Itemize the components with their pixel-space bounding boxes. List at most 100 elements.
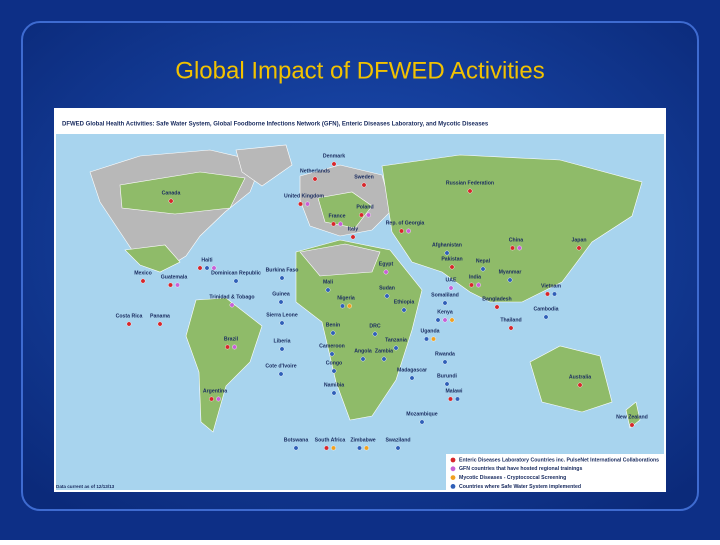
country-label: France: [328, 213, 345, 219]
country-dot: [360, 356, 366, 362]
country-dot: [279, 346, 285, 352]
country-label: UAE: [446, 277, 457, 283]
country-dot: [331, 445, 336, 451]
country-dot: [442, 300, 448, 306]
australia: [529, 345, 613, 413]
country-label: New Zealand: [616, 414, 648, 420]
country-dot: [383, 269, 389, 275]
country-label: Burkina Faso: [266, 267, 299, 273]
legend-dot: [450, 457, 456, 463]
country-dot: [399, 228, 404, 234]
country-dot: [449, 264, 455, 270]
new-zealand: [625, 401, 641, 429]
country-dot: [467, 188, 473, 194]
country-dot: [510, 245, 515, 251]
asia: [381, 154, 643, 303]
country-label: Russian Federation: [446, 180, 494, 186]
country-label: Guinea: [272, 291, 290, 297]
country-label: Cambodia: [533, 306, 558, 312]
country-label: Burundi: [437, 373, 457, 379]
country-label: Vietnam: [541, 283, 561, 289]
country-dot: [330, 330, 336, 336]
country-label: Madagascar: [397, 367, 427, 373]
country-label: Italy: [348, 226, 358, 232]
canada: [119, 171, 246, 215]
country-label: Namibia: [324, 382, 344, 388]
country-dot: [140, 278, 146, 284]
country-dot: [576, 245, 582, 251]
country-dot: [517, 245, 522, 251]
country-label: Congo: [326, 360, 342, 366]
country-dot: [232, 344, 237, 350]
legend-label: GFN countries that have hosted regional …: [459, 466, 582, 472]
country-label: Japan: [572, 237, 587, 243]
country-label: Ethiopia: [394, 299, 415, 305]
country-dot: [225, 344, 230, 350]
country-label: India: [469, 274, 481, 280]
country-dot: [175, 282, 180, 288]
country-dot: [449, 317, 455, 323]
country-dot: [507, 277, 513, 283]
footnote: Data current as of 12/13/13: [56, 484, 115, 489]
country-dot: [209, 396, 214, 402]
country-dot: [204, 265, 210, 271]
country-dot: [366, 212, 371, 218]
country-dot: [359, 212, 364, 218]
slide-title: Global Impact of DFWED Activities: [175, 57, 544, 84]
country-dot: [494, 304, 500, 310]
south-america: [185, 297, 263, 433]
country-dot: [401, 307, 407, 313]
country-dot: [577, 382, 583, 388]
country-dot: [543, 314, 549, 320]
country-label: Afghanistan: [432, 242, 462, 248]
europe-program: [317, 191, 373, 229]
country-dot: [442, 359, 448, 365]
country-label: Costa Rica: [116, 313, 143, 319]
country-dot: [448, 285, 454, 291]
country-label: Dominican Republic: [211, 270, 261, 276]
legend-dot: [450, 484, 456, 489]
country-label: Argentina: [203, 388, 227, 394]
country-dot: [279, 320, 285, 326]
country-label: Brazil: [224, 336, 239, 342]
country-dot: [338, 221, 343, 227]
country-label: Nepal: [476, 258, 491, 264]
country-label: Liberia: [273, 338, 290, 344]
country-label: Pakistan: [441, 256, 462, 262]
country-label: Canada: [162, 190, 181, 196]
country-dot: [298, 201, 303, 207]
country-label: Sudan: [379, 285, 395, 291]
africa: [295, 239, 423, 421]
country-dot: [406, 228, 411, 234]
country-dot: [331, 390, 337, 396]
country-label: Mozambique: [406, 411, 438, 417]
country-label: United Kingdom: [284, 193, 324, 199]
country-dot: [395, 445, 401, 451]
country-dot: [442, 317, 448, 323]
country-dot: [126, 321, 132, 327]
north-africa: [299, 243, 381, 277]
country-dot: [197, 265, 203, 271]
country-label: Kenya: [437, 309, 453, 315]
country-dot: [168, 198, 174, 204]
country-dot: [293, 445, 299, 451]
country-dot: [545, 291, 550, 297]
country-dot: [469, 282, 474, 288]
country-dot: [393, 345, 399, 351]
country-dot: [381, 356, 387, 362]
country-dot: [508, 325, 514, 331]
country-label: Angola: [354, 348, 372, 354]
country-label: Cote d'Ivoire: [265, 363, 296, 369]
country-label: Trinidad & Tobago: [209, 294, 254, 300]
country-label: Australia: [569, 374, 591, 380]
country-dot: [444, 381, 450, 387]
country-dot: [278, 299, 284, 305]
legend-box: [446, 454, 664, 490]
country-dot: [233, 278, 239, 284]
country-label: Netherlands: [300, 168, 330, 174]
country-label: Benin: [326, 322, 340, 328]
country-label: Haiti: [201, 257, 213, 263]
legend-label: Countries where Safe Water System implem…: [459, 484, 581, 490]
country-dot: [325, 287, 331, 293]
country-label: Poland: [356, 204, 373, 210]
